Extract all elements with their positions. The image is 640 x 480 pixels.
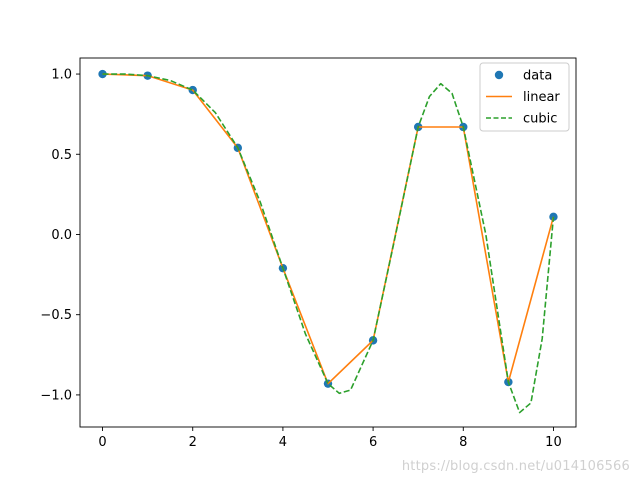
axes-frame	[79, 57, 577, 428]
legend-label-linear: linear	[523, 90, 560, 105]
series-line-linear	[102, 73, 555, 385]
x-tick-label: 0	[98, 435, 106, 450]
legend: data linear cubic	[479, 62, 570, 132]
plot-area	[98, 69, 558, 414]
legend-label-cubic: cubic	[523, 112, 557, 127]
x-tick-label: 2	[189, 435, 197, 450]
y-tick-label: 0.5	[51, 148, 72, 163]
watermark: https://blog.csdn.net/u014106566	[401, 459, 630, 474]
x-tick-label: 6	[369, 435, 377, 450]
legend-marker-data	[494, 70, 504, 80]
legend-label-data: data	[523, 69, 552, 84]
x-tick-label: 8	[459, 435, 467, 450]
axes: 0 2 4 6 8 10 1.0 0.5 0.0 −0.5 −1.0	[40, 57, 577, 450]
legend-box	[479, 62, 570, 132]
data-point-data-0	[98, 69, 107, 79]
x-tick-label: 4	[279, 435, 287, 450]
y-tick-label: 1.0	[51, 68, 72, 83]
y-tick-label: −0.5	[40, 308, 72, 323]
series-line-cubic	[102, 73, 555, 414]
y-tick-label: −1.0	[40, 388, 72, 403]
x-tick-label: 10	[545, 435, 562, 450]
y-tick-label: 0.0	[51, 228, 72, 243]
